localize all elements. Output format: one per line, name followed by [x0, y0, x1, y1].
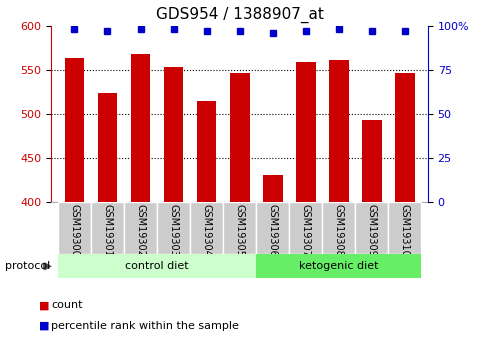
Text: count: count — [51, 300, 82, 310]
Bar — [98, 93, 117, 202]
Text: percentile rank within the sample: percentile rank within the sample — [51, 321, 239, 331]
Bar — [229, 73, 249, 202]
Text: GSM19304: GSM19304 — [201, 204, 211, 257]
Text: GSM19309: GSM19309 — [366, 204, 376, 257]
Text: GSM19310: GSM19310 — [399, 204, 409, 257]
Bar — [361, 120, 381, 202]
Bar — [130, 54, 150, 202]
Text: GSM19301: GSM19301 — [102, 204, 112, 257]
Text: GSM19303: GSM19303 — [168, 204, 178, 257]
Bar — [157, 202, 189, 254]
Text: ketogenic diet: ketogenic diet — [298, 261, 378, 270]
Bar — [190, 202, 223, 254]
Text: ■: ■ — [39, 321, 49, 331]
Bar — [355, 202, 387, 254]
Text: ■: ■ — [39, 300, 49, 310]
Bar — [394, 73, 414, 202]
Bar — [262, 175, 282, 202]
Text: protocol: protocol — [5, 262, 50, 271]
Title: GDS954 / 1388907_at: GDS954 / 1388907_at — [155, 7, 323, 23]
Text: GSM19300: GSM19300 — [69, 204, 80, 257]
Bar — [163, 67, 183, 202]
Bar — [256, 254, 420, 278]
Bar — [289, 202, 322, 254]
Text: GSM19308: GSM19308 — [333, 204, 343, 257]
Bar — [64, 58, 84, 202]
Bar — [196, 101, 216, 202]
Bar — [295, 62, 315, 202]
Bar — [256, 202, 288, 254]
Text: GSM19307: GSM19307 — [300, 204, 310, 257]
Bar — [387, 202, 420, 254]
Text: GSM19302: GSM19302 — [135, 204, 145, 257]
Bar — [58, 254, 255, 278]
Bar — [322, 202, 354, 254]
Text: GSM19306: GSM19306 — [267, 204, 277, 257]
Bar — [328, 60, 348, 202]
Bar — [58, 202, 91, 254]
Bar — [223, 202, 255, 254]
Text: control diet: control diet — [125, 261, 188, 270]
Text: GSM19305: GSM19305 — [234, 204, 244, 257]
Bar — [91, 202, 123, 254]
Bar — [124, 202, 157, 254]
